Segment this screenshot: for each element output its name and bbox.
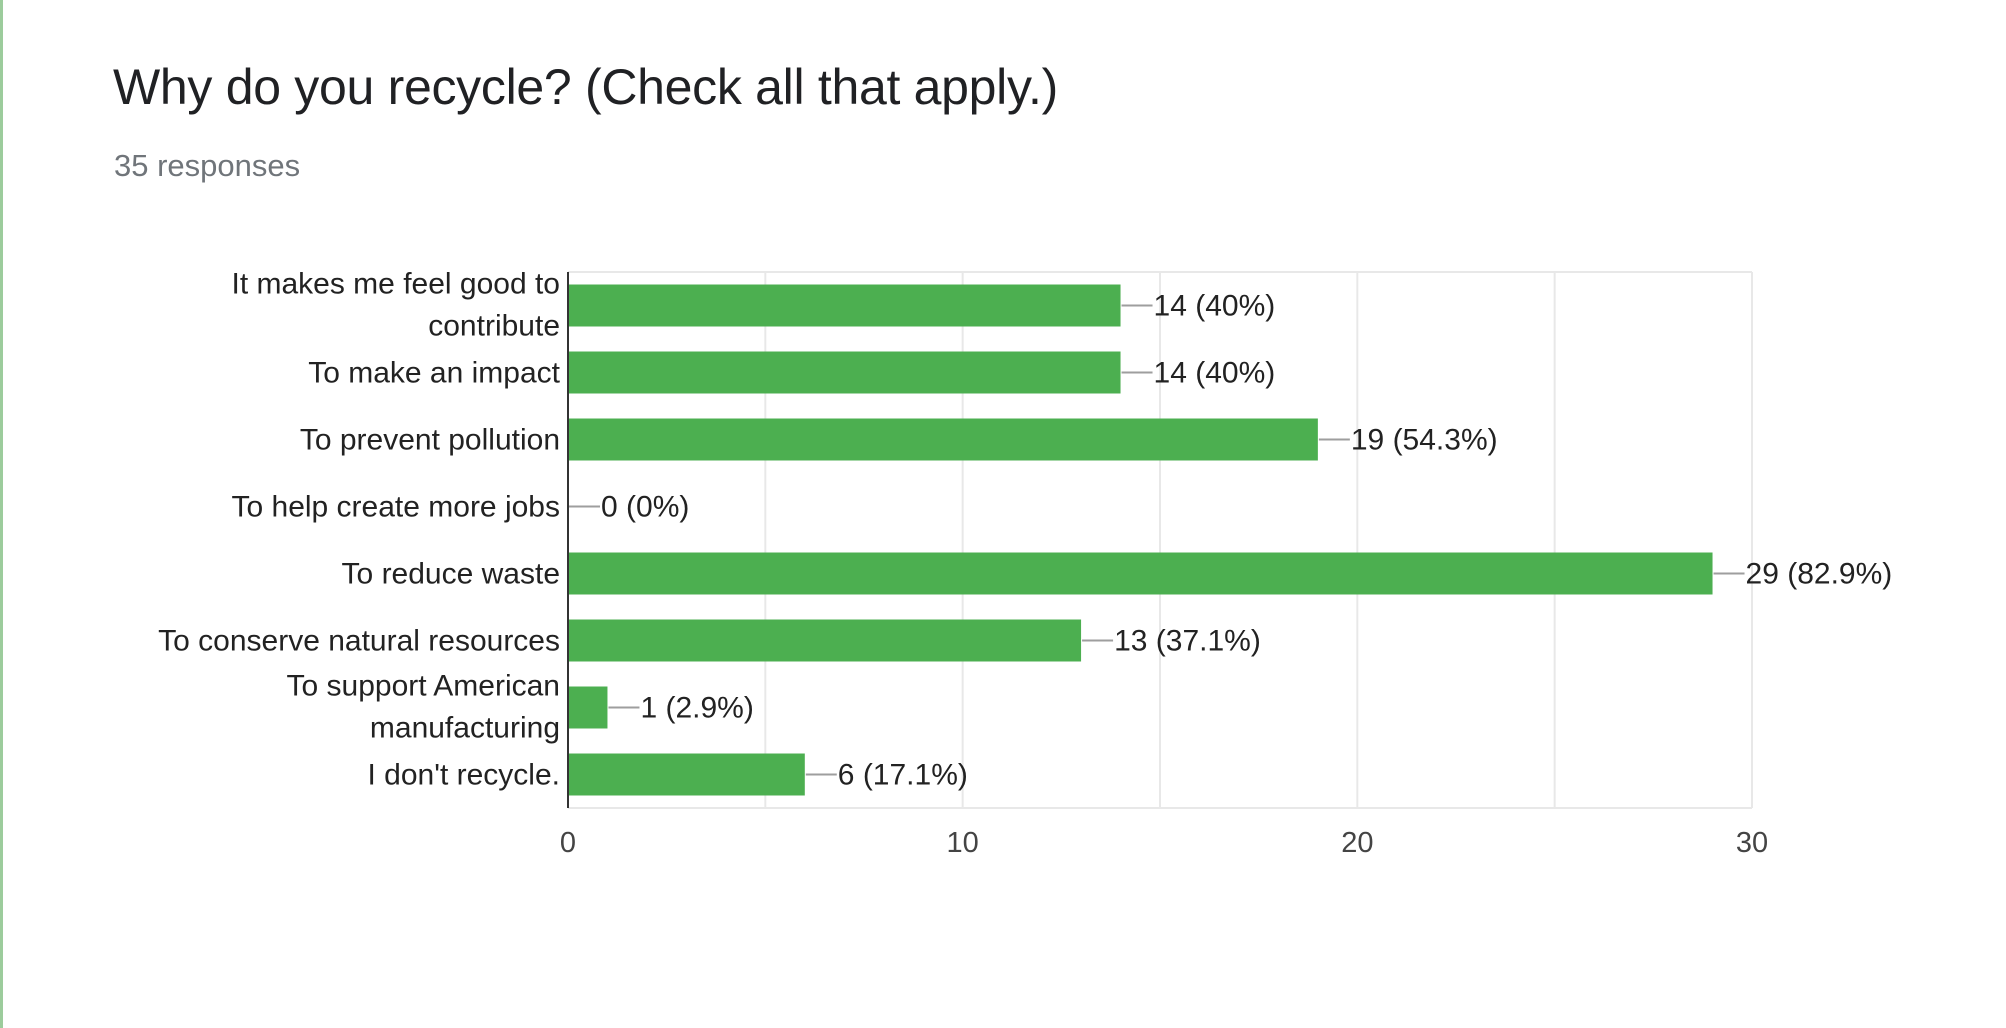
category-label: It makes me feel good to xyxy=(231,268,560,301)
data-label: 1 (2.9%) xyxy=(640,692,753,725)
category-label: To help create more jobs xyxy=(231,491,560,524)
x-tick-label: 30 xyxy=(1736,827,1768,859)
bar xyxy=(568,418,1318,461)
bar xyxy=(568,686,608,729)
bar xyxy=(568,619,1082,662)
card-left-accent xyxy=(0,0,3,1028)
category-label: manufacturing xyxy=(370,712,560,745)
bar xyxy=(568,284,1121,327)
bars xyxy=(568,284,1713,796)
question-card: Why do you recycle? (Check all that appl… xyxy=(3,0,2006,1028)
category-label: To prevent pollution xyxy=(300,424,560,457)
bar xyxy=(568,552,1713,595)
x-tick-label: 0 xyxy=(560,827,576,859)
question-title: Why do you recycle? (Check all that appl… xyxy=(113,59,1058,115)
category-labels: It makes me feel good to contribute To mak… xyxy=(158,268,561,792)
category-label: contribute xyxy=(428,310,560,343)
response-count: 35 responses xyxy=(114,148,301,183)
bar xyxy=(568,753,805,796)
data-label: 13 (37.1%) xyxy=(1114,625,1261,658)
category-label: I don't recycle. xyxy=(368,759,560,792)
category-label: To reduce waste xyxy=(342,558,560,591)
data-labels: 14 (40%) 14 (40%) 19 (54.3%) 0 (0%) 29 (82.9… xyxy=(601,290,1892,792)
data-label: 6 (17.1%) xyxy=(838,759,968,792)
x-tick-label: 20 xyxy=(1341,827,1373,859)
category-label: To make an impact xyxy=(308,357,560,390)
leader-lines xyxy=(569,304,1745,776)
data-label: 14 (40%) xyxy=(1154,290,1276,323)
x-tick-label: 10 xyxy=(947,827,979,859)
data-label: 29 (82.9%) xyxy=(1746,558,1893,591)
x-tick-labels: 0 10 20 30 xyxy=(560,827,1768,859)
bar xyxy=(568,351,1121,394)
category-label: To support American xyxy=(287,670,560,703)
data-label: 19 (54.3%) xyxy=(1351,424,1498,457)
category-label: To conserve natural resources xyxy=(158,625,560,658)
data-label: 0 (0%) xyxy=(601,491,689,524)
data-label: 14 (40%) xyxy=(1154,357,1276,390)
